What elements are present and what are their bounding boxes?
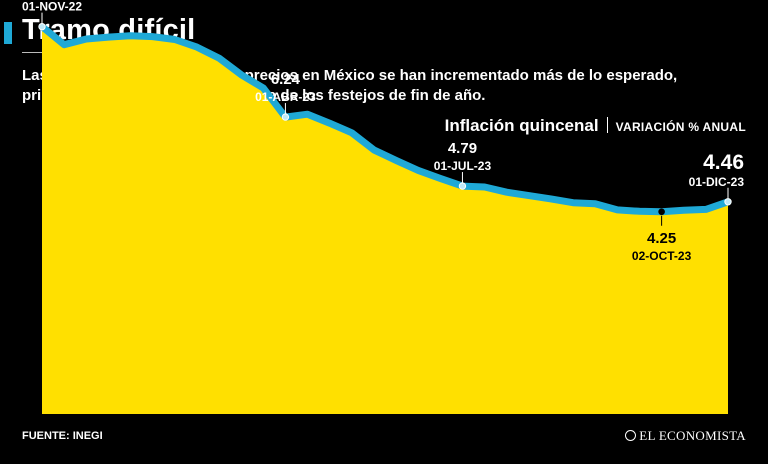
data-point-4: [724, 198, 732, 206]
data-point-1: [281, 113, 290, 121]
data-point-2: [458, 182, 467, 190]
data-point-3: [658, 208, 665, 216]
source-note: FUENTE: INEGI: [22, 430, 103, 442]
data-label-value-2: 4.79: [448, 140, 477, 157]
data-label-date-3: 02-OCT-23: [632, 249, 692, 263]
data-point-0: [38, 22, 46, 31]
legend-separator: [606, 117, 608, 133]
area-fill: [42, 26, 728, 414]
data-label-value-1: 6.24: [271, 71, 301, 88]
data-label-date-2: 01-JUL-23: [434, 159, 492, 173]
legend-label: Inflación quincenal: [444, 116, 599, 135]
title-accent-bar: [4, 22, 12, 44]
series-line: [38, 23, 732, 216]
brand-logo: EL ECONOMISTA: [625, 428, 746, 444]
brand-name: EL ECONOMISTA: [639, 428, 746, 443]
data-label-date-4: 01-DIC-23: [689, 175, 745, 189]
data-label-date-1: 01-ABR-23: [255, 90, 316, 104]
data-label-value-3: 4.25: [647, 230, 676, 247]
data-label-value-4: 4.46: [703, 151, 744, 174]
brand-mark-icon: [625, 430, 637, 441]
data-label-date-0: 01-NOV-22: [22, 0, 82, 14]
chart-legend: Inflación quincenal VARIACIÓN % ANUAL: [445, 116, 746, 136]
legend-unit: VARIACIÓN % ANUAL: [615, 120, 746, 134]
